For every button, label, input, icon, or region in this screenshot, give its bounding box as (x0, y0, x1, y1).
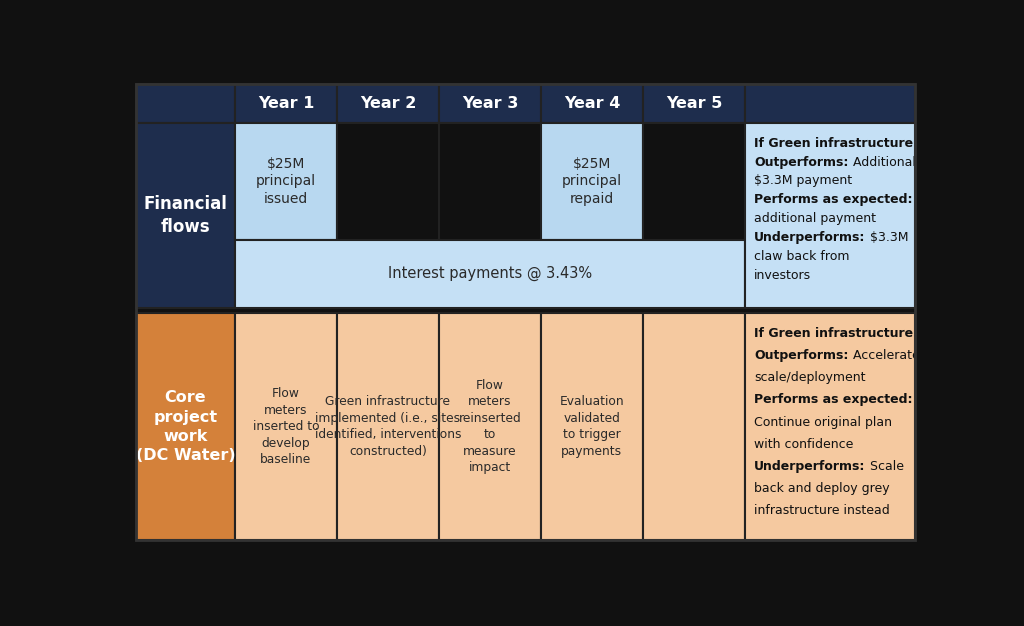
Bar (744, 313, 915, 540)
Bar (541, 313, 643, 540)
Text: Continue original plan: Continue original plan (755, 416, 892, 429)
Text: If Green infrastructure: If Green infrastructure (755, 327, 913, 340)
Text: Flow
meters
reinserted
to
measure
impact: Flow meters reinserted to measure impact (459, 379, 521, 475)
Text: Year 2: Year 2 (359, 96, 416, 111)
Text: investors: investors (755, 269, 811, 282)
Bar (643, 85, 744, 123)
Bar (541, 85, 643, 123)
Bar (337, 85, 439, 123)
Bar (643, 123, 744, 240)
Text: Underperforms:: Underperforms: (755, 231, 865, 244)
Text: Year 4: Year 4 (564, 96, 621, 111)
Text: scale/deployment: scale/deployment (755, 371, 865, 384)
Bar (439, 85, 541, 123)
Text: infrastructure instead: infrastructure instead (755, 505, 890, 517)
Bar (337, 123, 439, 240)
Text: Year 3: Year 3 (462, 96, 518, 111)
Text: Performs as expected:: Performs as expected: (755, 393, 912, 406)
Text: with confidence: with confidence (755, 438, 854, 451)
Text: If Green infrastructure: If Green infrastructure (755, 136, 913, 150)
Bar (136, 313, 234, 540)
Text: Outperforms:: Outperforms: (755, 349, 849, 362)
Bar (234, 123, 337, 240)
Text: Flow
meters
inserted to
develop
baseline: Flow meters inserted to develop baseline (253, 387, 319, 466)
Text: $25M
principal
repaid: $25M principal repaid (562, 156, 622, 206)
Bar (744, 123, 915, 307)
Bar (439, 123, 541, 240)
Text: Financial
flows: Financial flows (143, 195, 227, 236)
Text: Year 5: Year 5 (666, 96, 722, 111)
Text: Accelerate: Accelerate (849, 349, 920, 362)
Bar (234, 240, 744, 307)
Text: $25M
principal
issued: $25M principal issued (256, 156, 316, 206)
Text: Year 1: Year 1 (258, 96, 314, 111)
Text: $3.3M: $3.3M (865, 231, 908, 244)
Bar (439, 313, 541, 540)
Bar (541, 123, 643, 240)
Text: additional payment: additional payment (755, 212, 877, 225)
Text: Underperforms:: Underperforms: (755, 460, 865, 473)
Text: Evaluation
validated
to trigger
payments: Evaluation validated to trigger payments (559, 396, 625, 458)
Text: Performs as expected:: Performs as expected: (755, 193, 912, 207)
Text: Additional: Additional (849, 156, 915, 168)
Text: $3.3M payment: $3.3M payment (755, 175, 852, 187)
Text: back and deploy grey: back and deploy grey (755, 482, 890, 495)
Bar (744, 85, 915, 123)
Text: Scale: Scale (865, 460, 903, 473)
Text: Core
project
work
(DC Water): Core project work (DC Water) (135, 391, 236, 463)
Text: No: No (912, 193, 934, 207)
Bar (643, 313, 744, 540)
Bar (234, 85, 337, 123)
Text: Green infrastructure
implemented (i.e., sites
identified, interventions
construc: Green infrastructure implemented (i.e., … (314, 396, 461, 458)
Bar (136, 123, 234, 307)
Text: Outperforms:: Outperforms: (755, 156, 849, 168)
Bar (337, 313, 439, 540)
Text: claw back from: claw back from (755, 250, 850, 263)
Bar (136, 85, 234, 123)
Text: Interest payments @ 3.43%: Interest payments @ 3.43% (388, 266, 592, 281)
Bar (234, 313, 337, 540)
